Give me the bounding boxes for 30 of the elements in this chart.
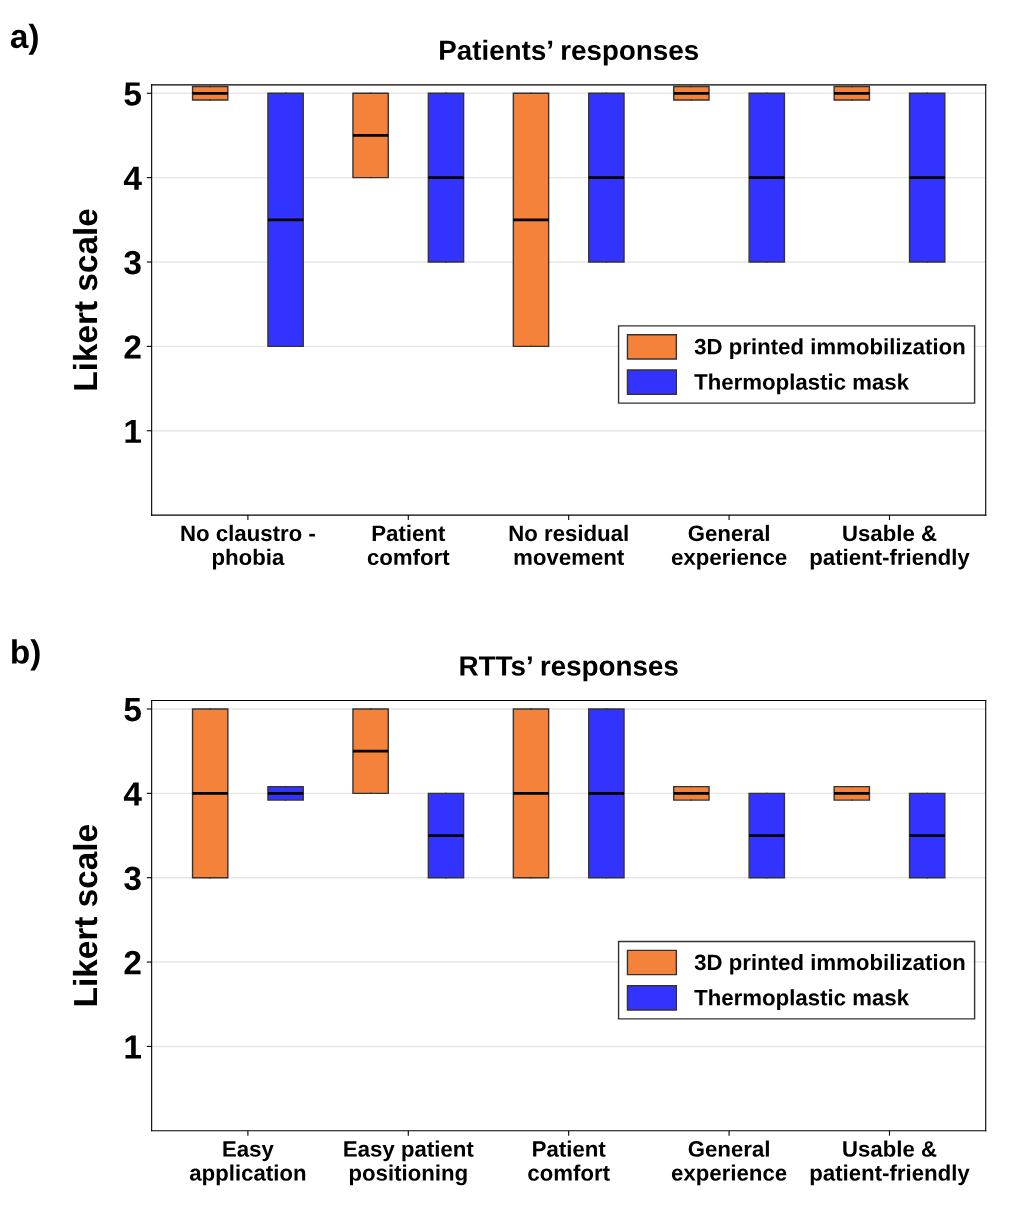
chart-title: RTTs’ responses xyxy=(460,656,678,682)
y-tick-label: 3 xyxy=(124,866,141,891)
y-tick-label: 1 xyxy=(125,419,141,443)
x-tick-label: Patient comfort xyxy=(367,524,450,566)
x-tick-label: Usable & patient-friendly xyxy=(810,1140,970,1186)
y-tick-label: 2 xyxy=(124,950,141,975)
y-tick-label: 4 xyxy=(123,166,142,190)
x-tick-label: Easy application xyxy=(189,1141,306,1186)
text: b) xyxy=(12,639,40,671)
x-tick-label: General experience xyxy=(671,524,787,570)
x-tick-label: Usable & patient-friendly xyxy=(810,524,970,570)
legend-label: 3D printed immobilization xyxy=(694,953,965,975)
y-axis-title: Likert scale xyxy=(72,825,98,1006)
x-tick-label: No residual movement xyxy=(509,524,628,566)
y-tick-label: 1 xyxy=(125,1035,141,1059)
legend-label: 3D printed immobilization xyxy=(694,338,965,359)
y-tick-label: 3 xyxy=(124,250,141,275)
legend-label: Thermoplastic mask xyxy=(694,989,910,1010)
x-tick-label: No claustro - phobia xyxy=(181,524,315,570)
y-tick-label: 4 xyxy=(123,782,142,806)
y-axis-title: Likert scale xyxy=(72,209,98,390)
x-tick-label: Easy patient positioning xyxy=(344,1140,474,1186)
legend-label: Thermoplastic mask xyxy=(694,373,910,395)
y-tick-label: 2 xyxy=(124,335,141,359)
y-tick-label: 5 xyxy=(124,82,141,106)
x-tick-label: General experience xyxy=(671,1140,787,1186)
x-tick-label: Patient comfort xyxy=(528,1140,610,1181)
text: a) xyxy=(10,23,38,55)
y-tick-label: 5 xyxy=(124,698,141,722)
chart-title: Patients’ responses xyxy=(440,39,699,66)
